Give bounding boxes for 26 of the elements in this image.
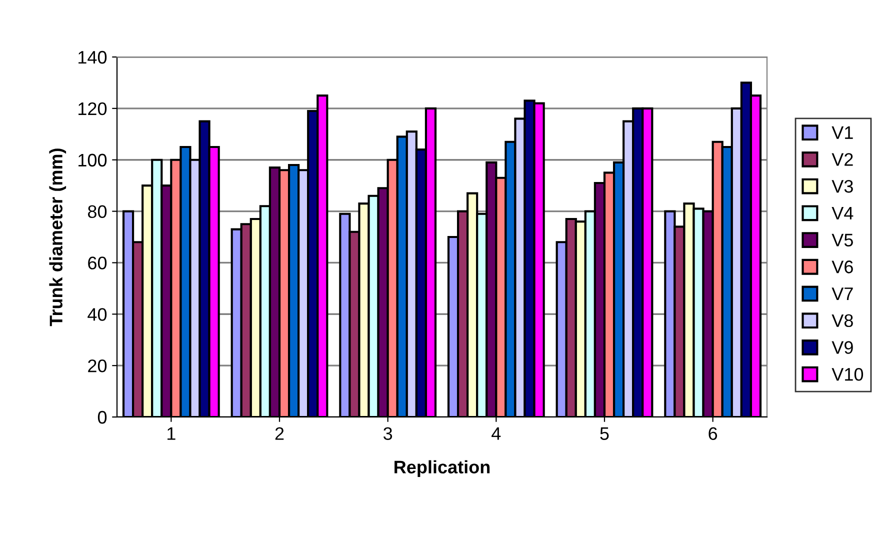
- x-axis-title: Replication: [394, 460, 490, 478]
- x-tick-label: 5: [600, 427, 609, 440]
- legend-label: V5: [832, 234, 853, 246]
- y-axis-title: Trunk diameter (mm): [49, 148, 66, 326]
- legend-label: V8: [832, 314, 853, 328]
- y-tick-label: 140: [78, 50, 107, 64]
- legend-label: V9: [832, 341, 853, 354]
- y-tick-label: 60: [88, 256, 107, 270]
- legend-label: V4: [832, 207, 854, 220]
- x-tick-label: 3: [384, 427, 392, 440]
- legend-label: V1: [832, 126, 853, 139]
- legend-label: V2: [832, 153, 853, 166]
- y-tick-label: 40: [88, 308, 107, 321]
- x-tick-label: 6: [708, 427, 718, 440]
- x-tick-label: 2: [275, 427, 284, 440]
- y-tick-label: 0: [98, 410, 107, 424]
- legend-label: V7: [832, 288, 853, 300]
- legend-label: V10: [832, 368, 864, 381]
- y-tick-label: 20: [88, 360, 107, 372]
- x-tick-label: 1: [168, 427, 176, 440]
- legend-label: V6: [832, 260, 853, 274]
- legend-label: V3: [832, 180, 853, 193]
- x-tick-label: 4: [492, 427, 501, 440]
- y-tick-label: 100: [78, 154, 107, 167]
- y-tick-label: 120: [78, 102, 107, 116]
- y-tick-label: 80: [88, 205, 107, 218]
